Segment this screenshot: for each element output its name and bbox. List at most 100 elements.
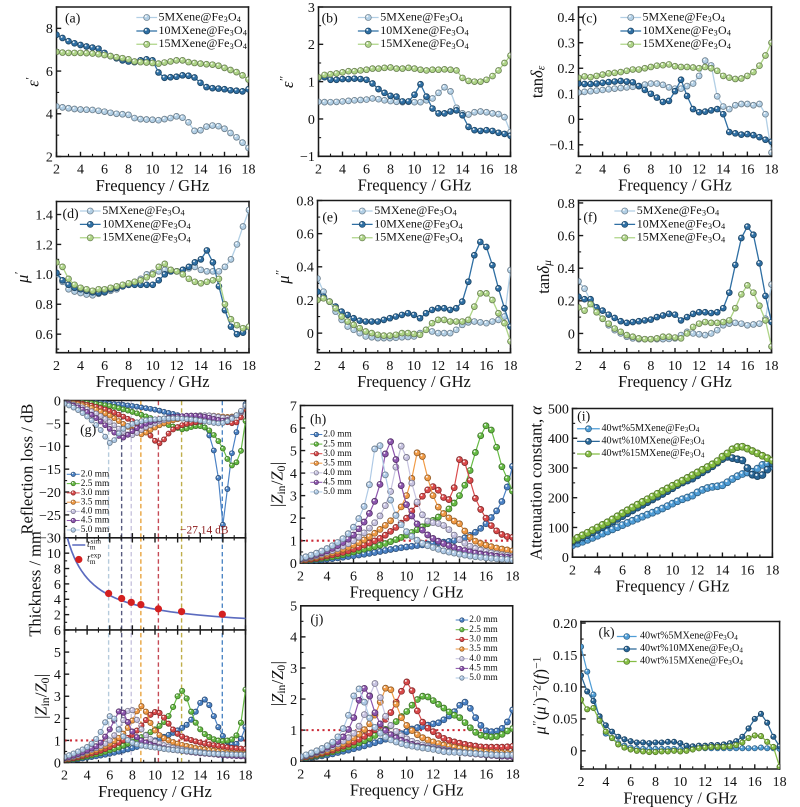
svg-text:500: 500 <box>548 402 569 417</box>
svg-text:16: 16 <box>740 163 754 178</box>
svg-text:(c): (c) <box>582 11 598 26</box>
svg-text:0: 0 <box>290 755 297 770</box>
svg-text:2.0 mm: 2.0 mm <box>323 430 352 440</box>
svg-text:6: 6 <box>54 624 61 639</box>
svg-text:18: 18 <box>773 775 787 790</box>
svg-text:0.10: 0.10 <box>553 681 578 696</box>
svg-text:4: 4 <box>290 467 297 482</box>
svg-text:4: 4 <box>339 163 346 178</box>
svg-text:ε ′: ε ′ <box>19 75 44 87</box>
svg-text:ε ′ ′: ε ′ ′ <box>267 73 297 88</box>
svg-text:Frequency / GHz: Frequency / GHz <box>357 372 471 391</box>
svg-text:14: 14 <box>715 563 729 578</box>
svg-text:4: 4 <box>84 769 91 784</box>
svg-text:0: 0 <box>54 394 61 409</box>
svg-text:8: 8 <box>644 563 651 578</box>
svg-text:6: 6 <box>54 578 61 593</box>
svg-text:16: 16 <box>748 775 762 790</box>
svg-text:10: 10 <box>407 163 421 178</box>
svg-text:4: 4 <box>77 359 84 374</box>
svg-text:2.5 mm: 2.5 mm <box>81 479 110 489</box>
svg-text:Frequency / GHz: Frequency / GHz <box>618 372 732 391</box>
svg-text:10: 10 <box>399 569 413 584</box>
svg-text:(j): (j) <box>310 612 323 627</box>
svg-text:7: 7 <box>290 399 297 414</box>
svg-text:5: 5 <box>54 646 61 661</box>
svg-text:2: 2 <box>308 38 315 53</box>
svg-text:4: 4 <box>324 767 331 782</box>
svg-text:16: 16 <box>479 767 493 782</box>
svg-text:μ ′ ′: μ ′ ′ <box>264 267 294 285</box>
svg-text:−15: −15 <box>39 463 61 478</box>
svg-text:1.4: 1.4 <box>35 208 53 223</box>
svg-text:2: 2 <box>290 693 297 708</box>
svg-text:18: 18 <box>506 767 520 782</box>
svg-text:2: 2 <box>575 163 582 178</box>
svg-text:14: 14 <box>453 767 467 782</box>
svg-text:8: 8 <box>377 767 384 782</box>
svg-text:2.5 mm: 2.5 mm <box>323 439 352 449</box>
svg-text:6: 6 <box>627 775 634 790</box>
svg-text:12: 12 <box>692 359 706 374</box>
svg-text:1 5 M X: 1 5 M X e n e @ F e O 3 4 <box>643 27 733 54</box>
svg-text:16: 16 <box>740 563 754 578</box>
svg-text:5 M X e: 5 M X e n e @ F e O 3 4 <box>380 0 464 27</box>
svg-text:18: 18 <box>765 563 779 578</box>
svg-text:16: 16 <box>479 359 493 374</box>
svg-text:6: 6 <box>623 163 630 178</box>
svg-text:14: 14 <box>194 359 208 374</box>
svg-text:3.5 mm: 3.5 mm <box>323 458 352 468</box>
svg-text:10: 10 <box>668 163 682 178</box>
svg-text:8: 8 <box>125 163 132 178</box>
svg-text:0.15: 0.15 <box>553 649 578 664</box>
svg-text:4.0 mm: 4.0 mm <box>81 507 110 517</box>
svg-text:μ μ f ′: μ μ f ′ ′ ′ − 2 − 1 ( ) ( ) <box>520 651 550 735</box>
svg-text:16: 16 <box>479 163 493 178</box>
svg-text:5 M X e: 5 M X e n e @ F e O 3 4 <box>643 0 727 27</box>
svg-text:0.4: 0.4 <box>557 262 575 277</box>
svg-text:8: 8 <box>54 562 61 577</box>
svg-text:100: 100 <box>548 521 569 536</box>
svg-text:16: 16 <box>217 163 231 178</box>
svg-text:8: 8 <box>652 775 659 790</box>
svg-text:4 0 w t: 4 0 w t % 5 M X e n e @ F e O 3 4 <box>602 411 702 437</box>
svg-text:0.8: 0.8 <box>35 298 53 313</box>
svg-text:4 0 w t: 4 0 w t % 1 5 M X e n e @ F e O 3 4 <box>602 436 707 462</box>
svg-text:1.2: 1.2 <box>35 238 53 253</box>
svg-text:16: 16 <box>218 359 232 374</box>
svg-text:0.2: 0.2 <box>557 62 575 77</box>
svg-text:4.5 mm: 4.5 mm <box>323 478 352 488</box>
svg-text:0: 0 <box>568 113 575 128</box>
svg-text:10: 10 <box>47 547 61 562</box>
svg-text:−25: −25 <box>39 509 61 524</box>
svg-text:0.4: 0.4 <box>557 11 575 26</box>
svg-text:0.6: 0.6 <box>296 228 314 243</box>
svg-text:2: 2 <box>315 163 322 178</box>
svg-text:Frequency / GHz: Frequency / GHz <box>623 788 737 807</box>
svg-text:12: 12 <box>426 569 440 584</box>
svg-text:0.6: 0.6 <box>35 328 53 343</box>
svg-text:t m e x: t m e x p <box>87 537 103 569</box>
svg-text:12: 12 <box>170 359 184 374</box>
svg-text:6: 6 <box>619 563 626 578</box>
svg-text:16: 16 <box>216 769 230 784</box>
svg-text:4 0 w t: 4 0 w t % 1 5 M X e n e @ F e O 3 4 <box>640 643 745 669</box>
svg-text:6: 6 <box>350 569 357 584</box>
svg-text:2: 2 <box>53 359 60 374</box>
svg-text:14: 14 <box>455 359 469 374</box>
svg-text:− 2 7 .: − 2 7 . 1 4 d B <box>180 514 229 539</box>
svg-text:t a n δ: t a n δ μ <box>529 260 554 294</box>
svg-text:16: 16 <box>479 569 493 584</box>
svg-text:| / | Z: | / | Z Z i n 0 <box>263 656 290 707</box>
svg-text:8: 8 <box>376 569 383 584</box>
svg-text:18: 18 <box>505 569 519 584</box>
svg-text:3.5 mm: 3.5 mm <box>469 644 498 654</box>
svg-text:12: 12 <box>171 769 185 784</box>
svg-text:6: 6 <box>101 163 108 178</box>
svg-text:Reflection loss / dB: Reflection loss / dB <box>18 404 37 535</box>
svg-text:4 0 w t: 4 0 w t % 5 M X e n e @ F e O 3 4 <box>640 618 740 644</box>
svg-text:8: 8 <box>129 769 136 784</box>
svg-text:6: 6 <box>101 359 108 374</box>
svg-text:2: 2 <box>53 163 60 178</box>
svg-text:2.5 mm: 2.5 mm <box>469 625 498 635</box>
